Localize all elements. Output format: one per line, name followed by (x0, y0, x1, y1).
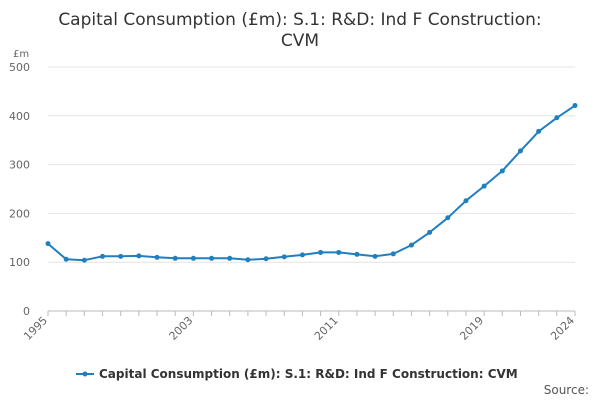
data-point[interactable] (154, 254, 160, 260)
y-axis-unit-label: £m (13, 49, 29, 60)
chart-title-line-1: Capital Consumption (£m): S.1: R&D: Ind … (58, 10, 541, 30)
legend[interactable]: Capital Consumption (£m): S.1: R&D: Ind … (76, 367, 518, 381)
y-tick-label: 400 (9, 110, 30, 123)
y-tick-label: 500 (9, 61, 30, 74)
y-axis: 0 100 200 300 400 500 (9, 61, 30, 318)
x-tick-label: 2019 (457, 314, 486, 343)
data-point[interactable] (172, 255, 178, 261)
data-point[interactable] (45, 241, 51, 247)
data-point[interactable] (408, 242, 414, 248)
data-point[interactable] (336, 249, 342, 255)
data-point[interactable] (227, 255, 233, 261)
data-point[interactable] (100, 253, 106, 259)
legend-swatch-marker (82, 371, 88, 377)
y-tick-label: 100 (9, 256, 30, 269)
legend-label: Capital Consumption (£m): S.1: R&D: Ind … (99, 367, 518, 381)
grid (48, 66, 575, 312)
x-axis: 1995 2003 2011 2019 2024 (21, 311, 577, 343)
y-tick-label: 0 (23, 305, 30, 318)
data-point[interactable] (372, 253, 378, 259)
data-point[interactable] (463, 198, 469, 204)
data-point[interactable] (118, 253, 124, 259)
data-point[interactable] (245, 257, 251, 263)
x-tick-label: 2011 (312, 314, 341, 343)
data-point[interactable] (299, 252, 305, 258)
data-point[interactable] (554, 115, 560, 121)
data-point[interactable] (427, 229, 433, 235)
data-point[interactable] (499, 168, 505, 174)
data-point[interactable] (81, 257, 87, 263)
x-tick-label: 2003 (167, 314, 196, 343)
chart-title-line-2: CVM (281, 31, 319, 51)
data-point[interactable] (190, 255, 196, 261)
data-point[interactable] (572, 103, 578, 109)
data-point[interactable] (354, 251, 360, 257)
y-tick-label: 200 (9, 207, 30, 220)
data-point[interactable] (136, 253, 142, 259)
data-point[interactable] (209, 255, 215, 261)
data-point[interactable] (263, 256, 269, 262)
source-label: Source: (544, 383, 589, 397)
data-point[interactable] (517, 148, 523, 154)
x-tick-label: 2024 (548, 314, 577, 343)
y-tick-label: 300 (9, 159, 30, 172)
data-point[interactable] (481, 183, 487, 189)
series-group (45, 103, 578, 263)
data-point[interactable] (281, 254, 287, 260)
series-line (47, 104, 576, 262)
data-point[interactable] (390, 251, 396, 257)
data-point[interactable] (318, 249, 324, 255)
data-point[interactable] (445, 215, 451, 221)
data-point[interactable] (63, 256, 69, 262)
x-tick-label: 1995 (21, 314, 50, 343)
data-point[interactable] (536, 128, 542, 134)
